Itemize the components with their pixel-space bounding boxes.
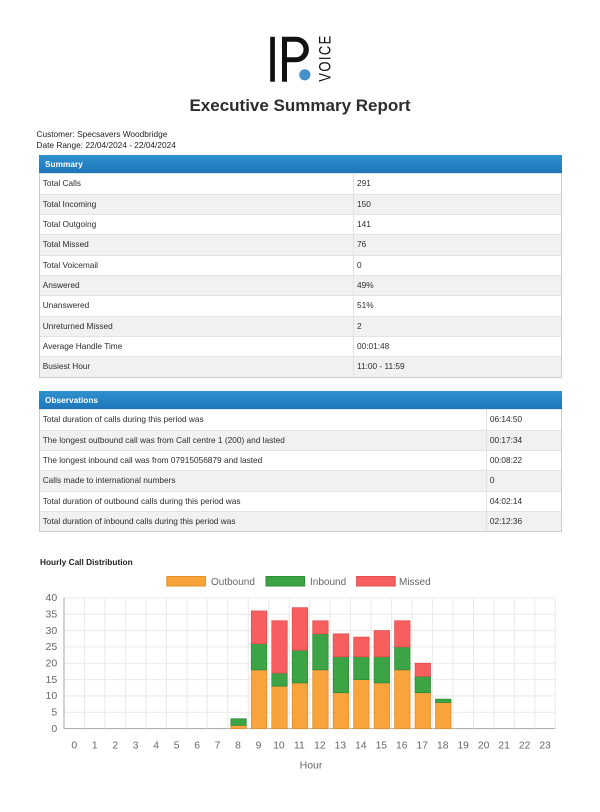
svg-text:22: 22 (519, 741, 531, 752)
svg-text:40: 40 (46, 592, 58, 604)
svg-text:9: 9 (256, 741, 262, 752)
svg-text:Hour: Hour (300, 760, 323, 772)
svg-text:23: 23 (539, 741, 551, 752)
svg-text:Outbound: Outbound (211, 577, 255, 588)
svg-text:0: 0 (71, 741, 77, 752)
svg-text:18: 18 (437, 741, 449, 752)
svg-text:25: 25 (46, 641, 58, 653)
svg-text:19: 19 (457, 741, 469, 752)
svg-text:10: 10 (46, 690, 58, 702)
svg-text:0: 0 (51, 723, 57, 735)
svg-text:5: 5 (174, 741, 180, 752)
svg-text:6: 6 (194, 741, 200, 752)
svg-text:15: 15 (46, 674, 58, 686)
svg-text:15: 15 (376, 741, 388, 752)
svg-text:30: 30 (46, 625, 58, 637)
svg-text:12: 12 (314, 741, 326, 752)
svg-text:35: 35 (46, 608, 58, 620)
svg-text:VOICE: VOICE (317, 34, 335, 81)
svg-text:8: 8 (235, 741, 241, 752)
svg-text:Hourly Call Distribution: Hourly Call Distribution (40, 557, 133, 567)
svg-text:4: 4 (153, 741, 159, 752)
svg-text:Inbound: Inbound (310, 577, 346, 588)
svg-text:7: 7 (215, 741, 221, 752)
svg-text:1: 1 (92, 741, 98, 752)
svg-text:11: 11 (294, 741, 305, 752)
svg-text:2: 2 (112, 741, 118, 752)
svg-text:14: 14 (355, 741, 367, 752)
svg-text:16: 16 (396, 741, 408, 752)
svg-text:Missed: Missed (399, 577, 431, 588)
svg-text:20: 20 (478, 741, 490, 752)
svg-text:5: 5 (51, 706, 57, 718)
svg-text:10: 10 (273, 741, 285, 752)
svg-text:13: 13 (335, 741, 347, 752)
svg-text:3: 3 (133, 741, 139, 752)
svg-text:21: 21 (498, 741, 510, 752)
svg-text:17: 17 (417, 741, 429, 752)
svg-text:20: 20 (46, 657, 58, 669)
